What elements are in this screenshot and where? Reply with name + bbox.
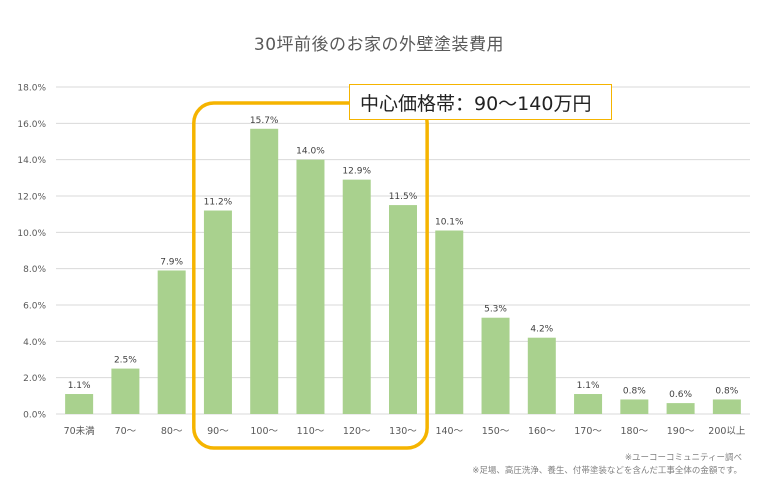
bar <box>111 368 140 414</box>
highlight-frame <box>192 101 429 450</box>
y-tick-label: 2.0% <box>23 374 46 384</box>
chart-title: 30坪前後のお家の外壁塗装費用 <box>253 35 505 55</box>
data-label: 15.7% <box>250 116 279 126</box>
y-tick-label: 16.0% <box>17 120 46 130</box>
x-tick-label: 180～ <box>621 426 649 437</box>
x-tick-label: 120～ <box>343 426 371 437</box>
scope-note: ※足場、高圧洗浄、養生、付帯塗装などを含んだ工事全体の金額です。 <box>472 466 742 476</box>
x-tick-label: 150～ <box>482 426 510 437</box>
bar <box>65 394 94 414</box>
y-tick-label: 10.0% <box>17 229 46 239</box>
data-label: 0.8% <box>623 386 646 396</box>
x-tick-label: 70～ <box>115 426 137 437</box>
x-tick-label: 190～ <box>667 426 695 437</box>
bar <box>435 230 464 414</box>
x-tick-label: 70未満 <box>64 425 96 437</box>
bar <box>666 403 695 414</box>
data-label: 12.9% <box>342 167 371 177</box>
bar <box>342 179 371 414</box>
y-tick-label: 4.0% <box>23 338 46 348</box>
x-tick-label: 90～ <box>207 426 229 437</box>
data-label: 10.1% <box>435 218 464 228</box>
bar <box>712 399 741 414</box>
data-label: 14.0% <box>296 147 325 157</box>
y-tick-label: 8.0% <box>23 265 46 275</box>
y-tick-label: 6.0% <box>23 302 46 312</box>
bar <box>481 317 510 414</box>
data-label: 7.9% <box>160 257 183 267</box>
x-tick-label: 100～ <box>250 426 278 437</box>
x-tick-label: 130～ <box>389 426 417 437</box>
bar <box>527 337 556 414</box>
data-label: 11.5% <box>389 192 418 202</box>
bar <box>574 394 603 414</box>
x-tick-label: 170～ <box>574 426 602 437</box>
data-label: 4.2% <box>530 325 553 335</box>
bar <box>250 128 279 415</box>
x-tick-label: 140～ <box>435 426 463 437</box>
price-range-callout: 中心価格帯：90～140万円 <box>349 84 612 120</box>
bar <box>157 270 186 414</box>
bar <box>296 159 325 414</box>
data-label: 5.3% <box>484 305 507 315</box>
data-label: 2.5% <box>114 356 137 366</box>
y-tick-label: 14.0% <box>17 156 46 166</box>
bar <box>620 399 649 414</box>
x-tick-label: 80～ <box>161 426 183 437</box>
bar <box>389 205 417 414</box>
data-label: 1.1% <box>68 381 91 391</box>
y-tick-label: 0.0% <box>23 411 46 421</box>
x-tick-label: 110～ <box>297 426 325 437</box>
x-tick-label: 200以上 <box>708 426 746 437</box>
data-label: 11.2% <box>204 198 233 208</box>
y-tick-label: 18.0% <box>17 84 46 94</box>
data-label: 0.6% <box>669 390 692 400</box>
y-tick-label: 12.0% <box>17 193 46 203</box>
source-note: ※ユーコーコミュニティー調べ <box>624 453 742 463</box>
bar <box>203 210 232 414</box>
x-tick-label: 160～ <box>528 426 556 437</box>
data-label: 1.1% <box>577 381 600 391</box>
data-label: 0.8% <box>715 386 738 396</box>
